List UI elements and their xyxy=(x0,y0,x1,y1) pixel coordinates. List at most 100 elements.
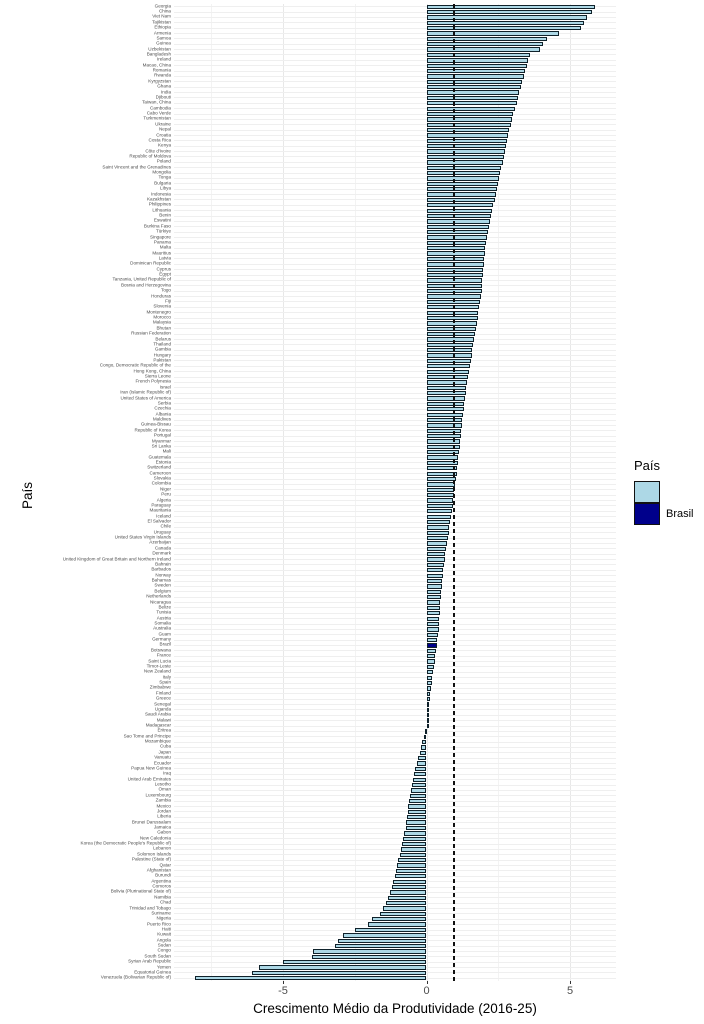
bar xyxy=(397,863,427,868)
country-label: Dominican Republic xyxy=(130,261,171,267)
row-gridline xyxy=(174,559,616,561)
row-gridline xyxy=(174,333,616,335)
country-label: Senegal xyxy=(154,701,171,707)
country-label: Bangladesh xyxy=(146,51,171,57)
row-gridline xyxy=(174,317,616,319)
major-gridline xyxy=(283,4,284,981)
bar xyxy=(426,9,592,15)
reference-line xyxy=(453,4,455,981)
row-gridline xyxy=(174,204,616,206)
country-label: Belgium xyxy=(154,588,171,594)
row-gridline xyxy=(174,376,616,378)
row-gridline xyxy=(174,49,616,51)
bar xyxy=(426,68,526,74)
country-label: United Kingdom of Great Britain and Nort… xyxy=(62,556,171,562)
country-label: Rwanda xyxy=(154,73,171,79)
bar xyxy=(394,874,427,879)
bar xyxy=(426,224,489,229)
bar xyxy=(391,884,427,890)
country-label: Mauritius xyxy=(152,250,171,256)
country-label: Namibia xyxy=(154,894,171,900)
country-label: Puerto Rico xyxy=(146,921,171,927)
row-gridline xyxy=(174,467,616,469)
bar xyxy=(388,895,427,900)
legend-items: Brasil xyxy=(634,481,694,525)
country-label: Timor-Leste xyxy=(146,663,171,669)
country-label: Cambodia xyxy=(150,105,171,111)
bar xyxy=(426,26,581,31)
bar xyxy=(426,670,434,675)
row-gridline xyxy=(174,118,616,120)
bar xyxy=(426,578,443,584)
legend: País Brasil xyxy=(634,458,694,525)
country-label: Germany xyxy=(152,636,171,642)
country-label: Iraq xyxy=(163,771,171,777)
row-gridline xyxy=(174,419,616,421)
country-label: Uruguay xyxy=(153,529,171,535)
bar xyxy=(426,417,463,423)
major-gridline xyxy=(570,4,571,981)
country-label: Israel xyxy=(159,384,171,390)
country-label: Kyrgyzstan xyxy=(148,78,171,84)
row-gridline xyxy=(174,859,616,861)
country-label: United Arab Emirates xyxy=(127,776,171,782)
bar xyxy=(426,713,429,718)
country-label: Bahamas xyxy=(151,577,171,583)
country-label: Congo xyxy=(157,948,171,954)
country-label: Eswatini xyxy=(153,218,171,224)
bar xyxy=(426,95,519,101)
row-gridline xyxy=(174,618,616,620)
row-gridline xyxy=(174,381,616,383)
row-gridline xyxy=(174,607,616,609)
country-label: Poland xyxy=(156,159,171,165)
row-gridline xyxy=(174,408,616,410)
country-label: Guam xyxy=(158,631,171,637)
bar xyxy=(426,331,475,337)
country-label: Benin xyxy=(159,212,171,218)
bar xyxy=(406,815,427,820)
country-label: Burundi xyxy=(155,873,171,879)
row-gridline xyxy=(174,650,616,652)
country-label: Chad xyxy=(160,899,171,905)
bar xyxy=(426,686,431,691)
row-gridline xyxy=(174,156,616,158)
country-label: Malawi xyxy=(156,717,171,723)
row-gridline xyxy=(174,736,616,738)
row-gridline xyxy=(174,365,616,367)
row-gridline xyxy=(174,129,616,131)
y-axis-title: País xyxy=(20,481,35,509)
bar xyxy=(426,444,460,450)
row-gridline xyxy=(174,43,616,45)
bar xyxy=(426,616,440,621)
bar xyxy=(419,750,427,755)
bar xyxy=(426,557,445,562)
country-label: Guinea xyxy=(156,40,171,46)
row-gridline xyxy=(174,349,616,351)
bar xyxy=(426,471,457,476)
country-label: Lithuania xyxy=(152,207,171,213)
country-label: Tajikistan xyxy=(152,19,171,25)
row-gridline xyxy=(174,140,616,142)
row-gridline xyxy=(174,483,616,485)
row-gridline xyxy=(174,151,616,153)
row-gridline xyxy=(174,677,616,679)
country-label: New Zealand xyxy=(143,669,171,675)
country-label: Solomon Islands xyxy=(137,851,171,857)
row-gridline xyxy=(174,580,616,582)
country-label: Italy xyxy=(162,674,171,680)
row-gridline xyxy=(174,92,616,94)
country-label: Bhutan xyxy=(156,325,171,331)
country-label: Türkiye xyxy=(155,228,171,234)
country-label: Mongolia xyxy=(152,169,171,175)
country-label: Denmark xyxy=(152,550,171,556)
bar xyxy=(426,117,512,122)
country-label: Greece xyxy=(155,695,171,701)
tick-mark xyxy=(570,981,571,984)
bar xyxy=(251,970,427,976)
row-gridline xyxy=(174,698,616,700)
bar xyxy=(426,305,480,310)
bar xyxy=(426,213,492,219)
bar xyxy=(380,911,427,917)
bar xyxy=(426,74,524,79)
country-label: Sao Tome and Principe xyxy=(123,733,171,739)
